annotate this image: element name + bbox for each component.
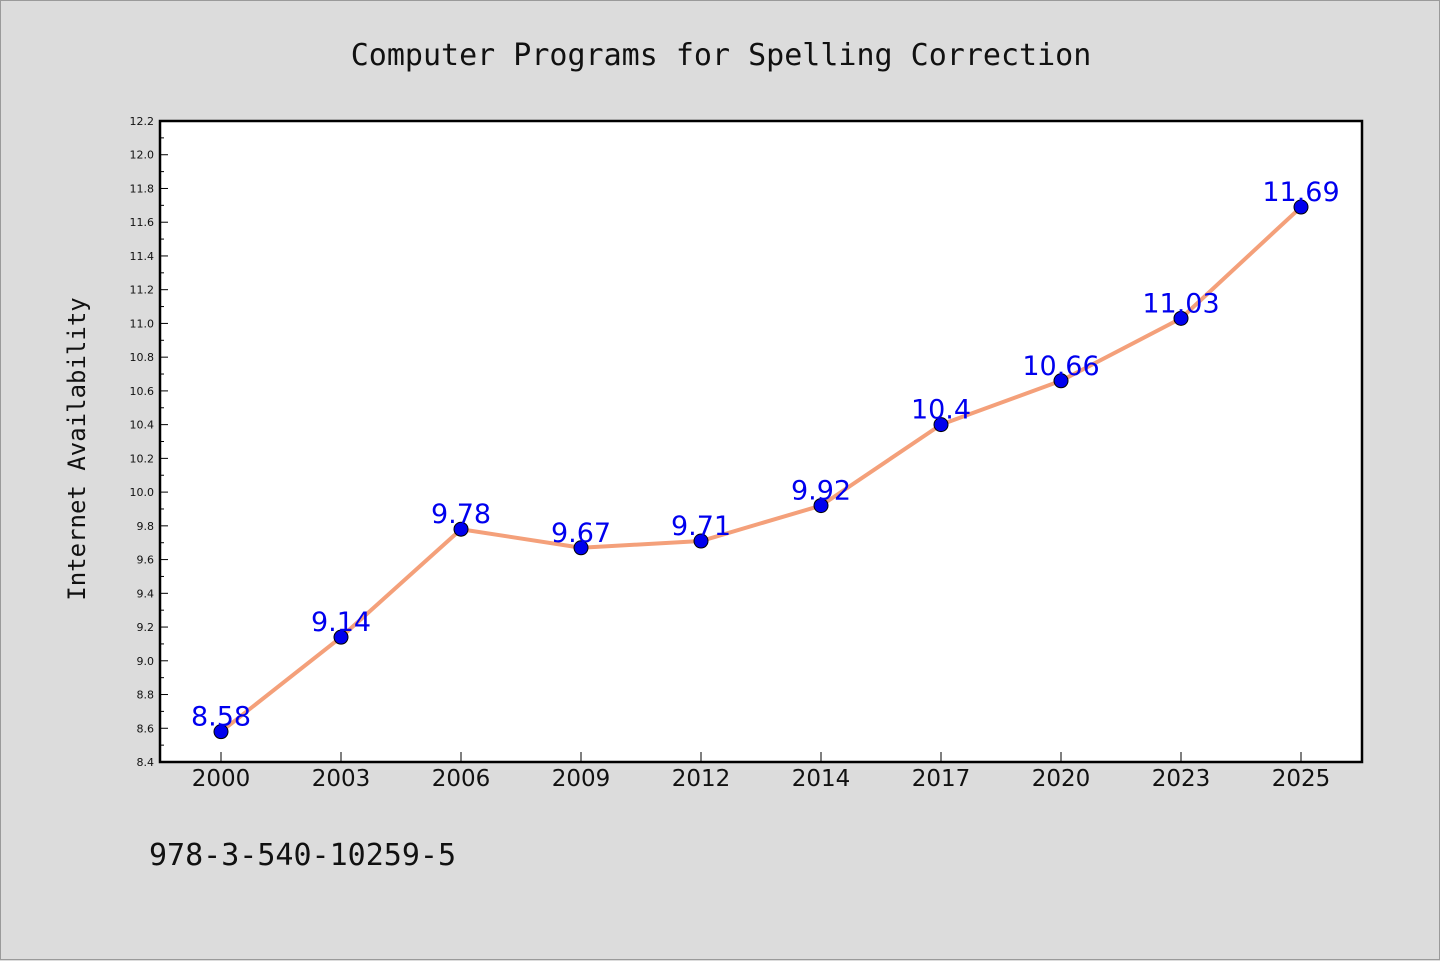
- data-point: [453, 521, 469, 537]
- data-label: 9.92: [791, 476, 851, 507]
- y-tick-label: 8.4: [137, 756, 155, 769]
- x-tick-label: 2009: [552, 766, 611, 792]
- data-label: 9.67: [551, 518, 611, 549]
- data-point: [1293, 199, 1309, 215]
- y-tick-label: 8.6: [137, 722, 155, 735]
- data-label: 10.4: [911, 395, 971, 426]
- data-point: [1173, 310, 1189, 326]
- chart-title: Computer Programs for Spelling Correctio…: [351, 38, 1092, 73]
- y-tick-label: 11.6: [130, 216, 155, 229]
- x-tick-label: 2023: [1152, 766, 1211, 792]
- y-tick-label: 10.6: [130, 385, 155, 398]
- x-axis-ticks: 2000 2003 2006 2009 2012 2014 2017 2020 2023 2025: [192, 752, 1331, 792]
- y-tick-label: 11.4: [130, 250, 155, 263]
- x-tick-label: 2017: [912, 766, 971, 792]
- data-point: [933, 417, 949, 433]
- x-tick-label: 2000: [192, 766, 251, 792]
- y-tick-label: 10.0: [130, 486, 155, 499]
- data-label: 9.14: [311, 607, 371, 638]
- y-tick-label: 9.4: [137, 587, 155, 600]
- y-tick-label: 9.8: [137, 520, 155, 533]
- y-tick-label: 9.2: [137, 621, 155, 634]
- y-tick-label: 9.6: [137, 554, 155, 567]
- plot-area: [160, 121, 1362, 762]
- x-tick-label: 2003: [312, 766, 371, 792]
- data-point: [813, 498, 829, 514]
- y-tick-label: 8.8: [137, 689, 155, 702]
- data-point: [1053, 373, 1069, 389]
- y-tick-label: 12.2: [130, 115, 155, 128]
- series-layer: 8.58 9.14 9.78 9.67 9.71 9.92 10.4 10.66 11.03 11…: [191, 177, 1340, 740]
- data-point: [333, 629, 349, 645]
- x-tick-label: 2020: [1032, 766, 1091, 792]
- data-label: 9.78: [431, 499, 491, 530]
- y-tick-label: 10.2: [130, 452, 155, 465]
- data-point: [573, 540, 589, 556]
- y-tick-label: 10.4: [130, 419, 155, 432]
- footnote-isbn: 978-3-540-10259-5: [149, 838, 456, 873]
- y-axis-ticks: 8.4 8.6 8.8 9.0 9.2 9.4 9.6 9.8 10.0 10.2 10.4 10.6…: [130, 115, 168, 769]
- data-label: 11.03: [1142, 288, 1219, 319]
- y-tick-label: 10.8: [130, 351, 155, 364]
- series-line: [219, 205, 1303, 734]
- y-tick-label: 11.2: [130, 284, 155, 297]
- x-tick-label: 2014: [792, 766, 851, 792]
- data-point: [693, 533, 709, 549]
- x-tick-label: 2025: [1272, 766, 1331, 792]
- data-label: 8.58: [191, 702, 251, 733]
- data-label: 9.71: [671, 511, 731, 542]
- x-tick-label: 2012: [672, 766, 731, 792]
- y-tick-label: 11.0: [130, 317, 155, 330]
- data-label: 11.69: [1262, 177, 1339, 208]
- data-label: 10.66: [1022, 351, 1099, 382]
- plot-border: [158, 119, 1364, 764]
- y-tick-label: 11.8: [130, 182, 155, 195]
- y-tick-label: 12.0: [130, 149, 155, 162]
- data-point: [213, 724, 229, 740]
- y-tick-label: 9.0: [137, 655, 155, 668]
- x-tick-label: 2006: [432, 766, 491, 792]
- y-axis-label: Internet Availability: [63, 297, 91, 600]
